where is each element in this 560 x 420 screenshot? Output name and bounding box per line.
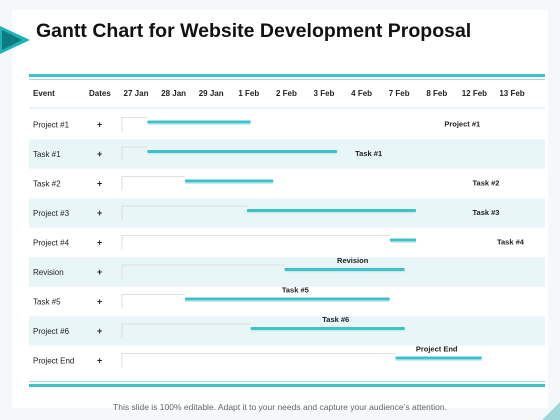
connector-line [121,264,285,279]
header-dates: Dates [89,89,111,98]
connector-line [121,146,148,161]
task-bar [184,179,274,183]
task-bar [147,150,338,153]
date-tick-label: 29 Jan [199,89,224,98]
date-tick-label: 28 Jan [161,89,186,98]
task-bar-label: Revision [337,256,369,265]
connector-line [121,353,396,368]
task-bar [246,209,417,212]
dates-plus-icon: + [97,356,102,366]
dates-plus-icon: + [97,238,102,248]
task-bar-label: Task #5 [282,286,309,295]
connector-line [121,205,247,220]
connector-line [121,235,390,250]
corner-triangle-inner-decoration [2,30,22,50]
task-bar-label: Project #1 [444,120,480,129]
event-label: Task #2 [33,180,61,189]
task-bar [395,356,482,360]
event-label: Task #5 [33,298,61,307]
footer-note: This slide is 100% editable. Adapt it to… [113,402,447,412]
task-bar-label: Task #6 [322,315,349,324]
event-label: Revision [33,268,64,277]
task-bar [250,327,405,330]
task-bar-label: Task #1 [355,149,382,158]
event-label: Project #3 [33,209,70,218]
date-tick-label: 7 Feb [389,89,410,98]
connector-line [121,294,185,309]
event-label: Project End [33,357,74,366]
task-bar [389,238,417,242]
date-tick-label: 8 Feb [426,89,447,98]
corner-bottom-right-decoration [542,402,560,420]
event-label: Project #1 [33,121,70,130]
task-bar-label: Task #3 [473,208,500,217]
header-event: Event [33,89,55,98]
event-label: Task #1 [33,150,61,159]
date-tick-label: 3 Feb [314,89,335,98]
connector-line [121,176,185,191]
date-tick-label: 2 Feb [276,89,297,98]
event-label: Project #4 [33,239,70,248]
page-title: Gantt Chart for Website Development Prop… [36,20,472,42]
bottom-rule-thin [29,381,545,382]
bottom-rule [29,384,545,387]
date-tick-label: 1 Feb [238,89,259,98]
task-bar [147,120,251,124]
task-bar [284,268,405,271]
date-tick-label: 27 Jan [124,89,149,98]
task-bar-label: Task #4 [497,238,525,247]
dates-plus-icon: + [97,179,102,189]
dates-plus-icon: + [97,208,102,218]
connector-line [121,117,148,132]
date-tick-label: 12 Feb [462,89,487,98]
dates-plus-icon: + [97,120,102,130]
task-bar [184,297,390,301]
top-rule [29,74,545,77]
top-rule-thin [29,79,545,80]
dates-plus-icon: + [97,149,102,159]
event-label: Project #6 [33,327,70,336]
date-tick-label: 4 Feb [351,89,372,98]
dates-plus-icon: + [97,297,102,307]
connector-line [121,323,251,338]
dates-plus-icon: + [97,326,102,336]
task-bar-label: Task #2 [473,179,500,188]
task-bar-label: Project End [416,345,458,354]
dates-plus-icon: + [97,267,102,277]
date-tick-label: 13 Feb [499,89,524,98]
